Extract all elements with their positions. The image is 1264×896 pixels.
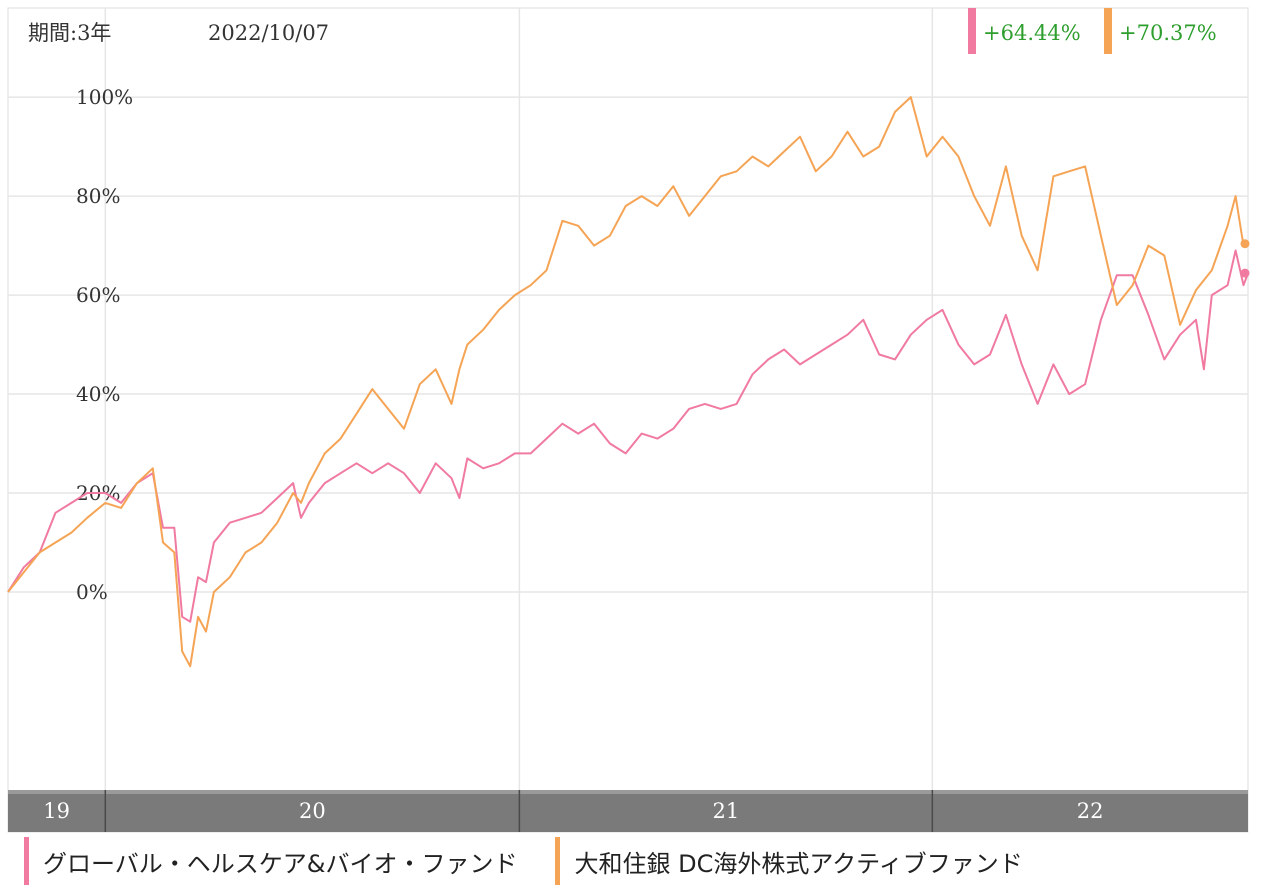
year-band-highlight — [8, 790, 1248, 794]
y-tick-label: 80% — [76, 184, 120, 208]
return-value-2: +70.37% — [1119, 21, 1217, 45]
y-tick-label: 0% — [76, 580, 108, 604]
year-label: 22 — [1077, 799, 1104, 823]
y-axis-labels: 100%80%60%40%20%0% — [76, 85, 133, 604]
legend-item-healthcare[interactable]: グローバル・ヘルスケア&バイオ・ファンド — [24, 837, 517, 885]
legend-item-dc-equity[interactable]: 大和住銀 DC海外株式アクティブファンド — [555, 837, 1023, 885]
vertical-gridlines — [104, 8, 934, 790]
y-tick-label: 100% — [76, 85, 133, 109]
y-tick-label: 60% — [76, 283, 120, 307]
year-band-background — [8, 790, 1248, 832]
series-line-1 — [7, 249, 1249, 623]
year-label: 19 — [43, 799, 70, 823]
return-marker-2 — [1104, 8, 1112, 54]
date-label: 2022/10/07 — [208, 21, 329, 45]
legend-swatch-orange — [555, 837, 561, 885]
year-axis-band: 19 20 21 22 — [8, 790, 1248, 832]
y-tick-label: 40% — [76, 382, 120, 406]
legend-swatch-pink — [24, 837, 29, 885]
year-label: 20 — [299, 799, 326, 823]
legend-label-dc-equity: 大和住銀 DC海外株式アクティブファンド — [574, 849, 1023, 878]
return-value-1: +64.44% — [983, 21, 1081, 45]
end-markers — [1240, 239, 1250, 278]
return-marker-1 — [968, 8, 976, 54]
series-end-marker-2 — [1240, 239, 1250, 249]
series-lines — [7, 96, 1249, 668]
legend: グローバル・ヘルスケア&バイオ・ファンド 大和住銀 DC海外株式アクティブファン… — [24, 834, 1061, 888]
period-label: 期間:3年 — [28, 21, 111, 45]
plot-border — [7, 7, 1249, 833]
series-end-marker-1 — [1240, 268, 1250, 278]
performance-chart: 100%80%60%40%20%0% 19 20 21 22 期間:3年 2022/1… — [7, 7, 1250, 833]
series-line-2 — [7, 96, 1249, 668]
legend-label-healthcare: グローバル・ヘルスケア&バイオ・ファンド — [43, 849, 518, 878]
year-label: 21 — [712, 799, 739, 823]
